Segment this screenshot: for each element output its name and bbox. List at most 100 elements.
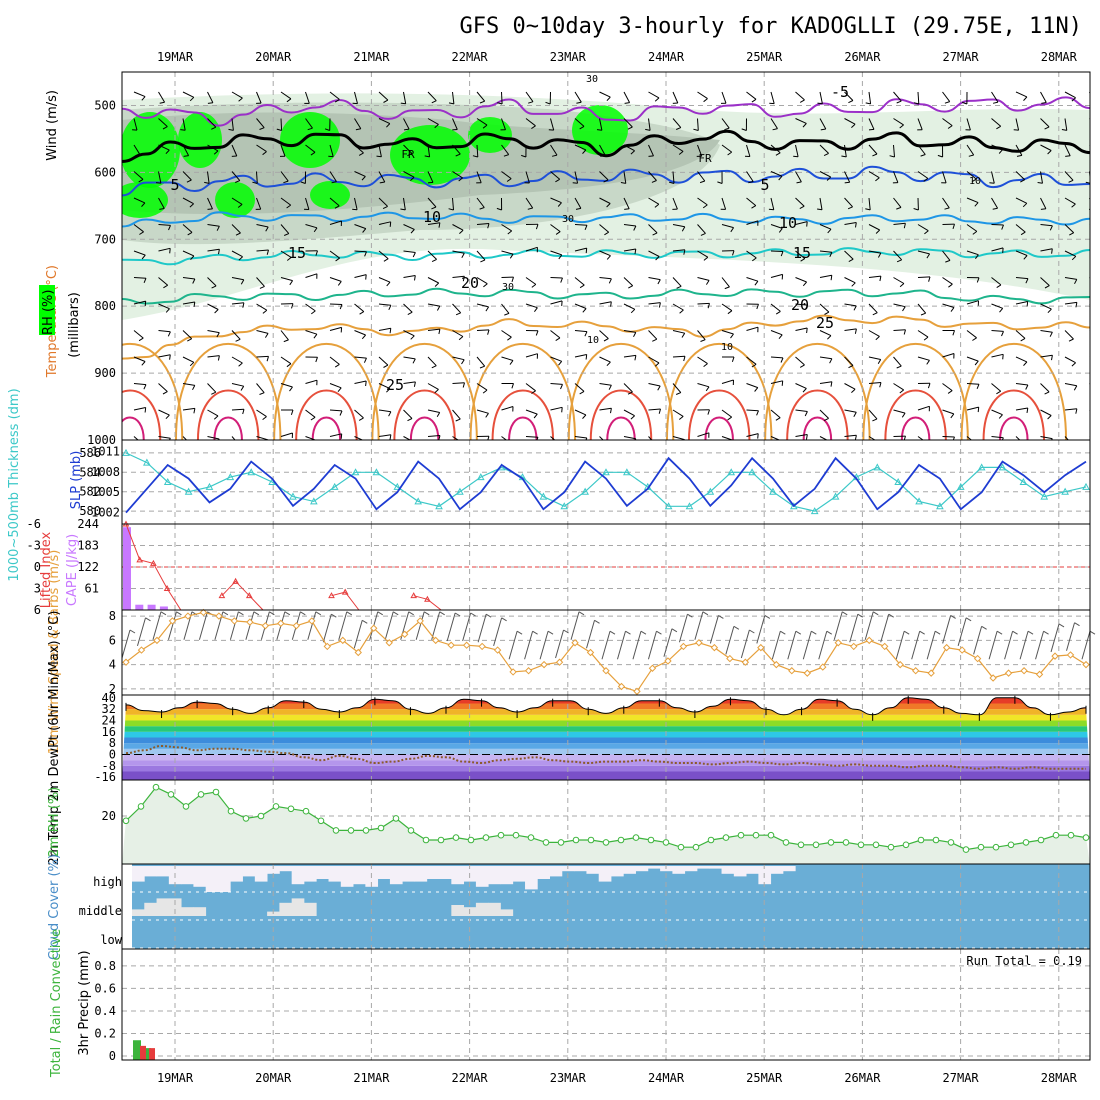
wind-barb — [329, 326, 342, 331]
wind10-barb-flag — [284, 611, 291, 616]
wind-barb — [231, 436, 236, 440]
wind-barb — [501, 303, 510, 314]
wind-barb — [133, 330, 144, 339]
precip-total-bar — [143, 1048, 151, 1060]
thickness-point — [205, 482, 214, 490]
wind-barb-flag — [204, 181, 210, 184]
panel-frame — [121, 609, 1091, 696]
rh2m-tick: 20 — [102, 809, 116, 823]
temp-band — [122, 714, 1090, 721]
thickness-point — [143, 458, 151, 466]
wind-barb — [501, 436, 508, 440]
wind-barb-flag — [527, 207, 533, 210]
wind10-point — [509, 668, 517, 676]
wind-barb — [501, 330, 512, 338]
date-label-top: 27MAR — [943, 50, 980, 64]
wind-barb — [452, 118, 458, 130]
wind-barb — [1089, 224, 1090, 226]
wind-barb — [966, 330, 977, 339]
wind-barb-flag — [479, 100, 485, 104]
wind-barb — [623, 248, 636, 252]
wind-barb-flag — [683, 356, 686, 362]
cloud-high-clear — [696, 866, 710, 869]
isotherm-label: 10 — [779, 214, 797, 232]
wind-barb-flag — [216, 225, 220, 231]
cloud-middle-clear — [181, 907, 194, 916]
cloud-high-clear — [684, 866, 698, 872]
wind10-barb-flag — [1027, 630, 1034, 635]
wind-barb — [305, 118, 313, 129]
ylabel-wind: Wind (m/s) — [45, 90, 60, 161]
precip-tick: 0 — [109, 1049, 116, 1063]
cloud-high-clear — [770, 866, 784, 874]
wind-barb-flag — [1002, 354, 1004, 360]
wind-barb-flag — [1023, 96, 1028, 101]
wind-barb-flag — [141, 361, 146, 366]
wind-barb-flag — [383, 364, 389, 368]
lifted-index-point — [245, 592, 253, 599]
wind-barb-flag — [974, 360, 979, 366]
wind-barb — [966, 118, 971, 131]
wind-barb — [917, 405, 930, 411]
wind-barb — [207, 118, 217, 128]
wind-barb — [207, 277, 217, 287]
wind-barb — [231, 197, 243, 205]
wind-barb — [844, 303, 857, 307]
wind-barb-flag — [507, 230, 513, 235]
wind-barb-flag — [823, 417, 829, 422]
wind-barb — [280, 91, 292, 100]
wind-barb — [795, 221, 808, 225]
wind-barb-flag — [847, 206, 853, 210]
wind-barb — [427, 144, 431, 157]
wind-barb — [158, 303, 170, 310]
wind-barb-flag — [853, 305, 857, 311]
isotherm-cell — [982, 389, 1046, 440]
wind-barb — [1064, 330, 1074, 340]
wind-barb — [403, 224, 415, 230]
wind-barb — [378, 434, 391, 437]
wind-barb — [1064, 171, 1074, 181]
wind10-barb-flag — [238, 611, 244, 616]
wind-barb-flag — [903, 435, 906, 440]
wind-barb-flag — [896, 259, 902, 263]
wind-barb — [893, 383, 904, 391]
wind-barb — [158, 144, 170, 151]
wind-barb — [991, 144, 1003, 151]
lifted-index-point — [424, 595, 431, 602]
wind10-point — [261, 622, 270, 630]
wind-barb-flag — [732, 250, 735, 256]
wind-barb — [942, 436, 955, 438]
wind-barb — [648, 197, 660, 205]
wind-barb — [1089, 250, 1090, 252]
wind-barb-flag — [189, 203, 194, 208]
wind10-point — [617, 682, 626, 691]
isotherm-cell — [862, 343, 969, 440]
wind10-barb — [1050, 623, 1060, 653]
wind-barb — [256, 197, 262, 210]
isotherm-cell — [295, 389, 358, 440]
wind-barb-flag — [1096, 151, 1100, 154]
wind-barb-flag — [851, 388, 856, 393]
wind-barb — [844, 383, 856, 390]
wind-barb — [427, 197, 437, 208]
wind-barb-flag — [169, 248, 171, 254]
isotherm-cell — [273, 343, 380, 440]
rh2m-point — [122, 817, 130, 825]
wind-barb-flag — [896, 100, 902, 104]
wind-barb — [648, 436, 653, 440]
wind10-point — [478, 642, 486, 651]
wind-barb-flag — [289, 280, 294, 286]
wind-barb-flag — [865, 102, 871, 105]
lifted-index-tick: 3 — [34, 582, 41, 596]
wind-barb-flag — [851, 123, 856, 128]
wind-barb-flag — [534, 307, 538, 313]
wind-barb — [378, 277, 391, 283]
wind10-barb-flag — [315, 611, 322, 616]
wind-barb — [550, 197, 562, 204]
wind-barb — [623, 224, 636, 227]
wind-barb — [354, 356, 367, 359]
wind-barb — [844, 328, 857, 331]
wind-barb — [795, 434, 808, 437]
wind-barb — [868, 356, 881, 360]
wind-barb — [1015, 407, 1028, 411]
